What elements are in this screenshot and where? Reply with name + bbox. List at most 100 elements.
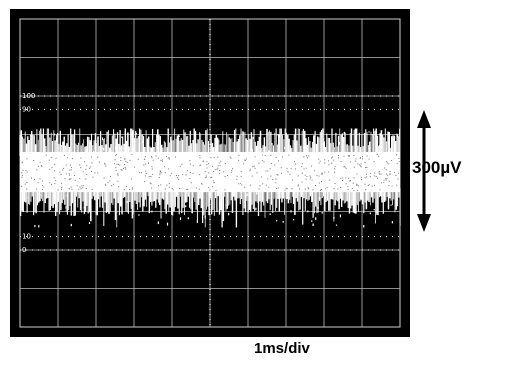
noise-speckle (359, 180, 361, 182)
core-texture-speck (37, 166, 39, 167)
noise-speckle (347, 179, 349, 181)
core-texture-speck (350, 161, 352, 163)
core-texture-speck (270, 154, 272, 156)
core-texture-speck (145, 170, 147, 172)
noise-speckle (55, 205, 57, 207)
core-texture-speck (298, 184, 300, 186)
core-texture-speck (312, 189, 314, 191)
core-texture-speck (112, 183, 114, 185)
core-texture-speck (258, 162, 260, 164)
core-texture-speck (374, 172, 376, 174)
core-texture-speck (160, 172, 162, 174)
core-texture-speck (92, 176, 94, 178)
core-texture-speck (368, 184, 370, 186)
core-texture-speck (187, 188, 189, 190)
core-texture-speck (262, 154, 264, 156)
core-texture-speck (60, 189, 62, 191)
core-texture-speck (297, 175, 299, 177)
core-texture-speck (236, 179, 238, 181)
noise-speckle (311, 220, 313, 222)
core-texture-speck (393, 171, 395, 173)
core-texture-speck (262, 183, 264, 185)
core-texture-speck (232, 168, 234, 170)
noise-speckle (23, 170, 26, 173)
core-texture-speck (91, 170, 92, 172)
core-texture-speck (321, 181, 322, 183)
core-texture-speck (362, 156, 363, 158)
core-texture-speck (395, 175, 397, 177)
core-texture-speck (268, 186, 270, 188)
core-texture-speck (179, 188, 181, 189)
noise-speckle (116, 142, 118, 145)
core-texture-speck (334, 166, 336, 168)
noise-speckle (391, 221, 393, 224)
core-texture-speck (199, 154, 201, 156)
core-texture-speck (249, 170, 251, 172)
percent-marker-label: 0 (22, 246, 26, 254)
core-texture-speck (301, 172, 303, 174)
core-texture-speck (338, 157, 339, 159)
core-texture-speck (301, 166, 303, 167)
core-texture-speck (213, 182, 215, 184)
noise-speckle (241, 164, 243, 166)
noise-speckle (187, 217, 189, 220)
core-texture-speck (365, 189, 367, 191)
core-texture-speck (201, 182, 203, 184)
core-texture-speck (324, 162, 326, 164)
core-texture-speck (254, 167, 256, 169)
core-texture-speck (348, 155, 350, 157)
noise-speckle (264, 164, 266, 167)
core-texture-speck (177, 177, 179, 179)
core-texture-speck (278, 160, 279, 162)
core-texture-speck (59, 171, 61, 173)
core-texture-speck (82, 187, 84, 189)
core-texture-speck (321, 174, 323, 175)
core-texture-speck (26, 182, 28, 183)
core-texture-speck (104, 183, 106, 185)
core-texture-speck (63, 167, 65, 169)
core-texture-speck (57, 189, 59, 191)
core-texture-speck (252, 166, 254, 168)
core-texture-speck (41, 165, 43, 167)
core-texture-speck (374, 184, 375, 186)
signal-noise-trace (19, 128, 401, 228)
core-texture-speck (322, 172, 323, 174)
core-texture-speck (150, 176, 152, 177)
core-texture-speck (152, 173, 153, 175)
noise-speckle (95, 139, 97, 143)
core-texture-speck (383, 179, 385, 181)
noise-speckle (220, 202, 222, 205)
noise-speckle (363, 225, 365, 228)
core-texture-speck (398, 172, 400, 174)
core-texture-speck (267, 178, 269, 180)
core-texture-speck (271, 163, 273, 165)
core-texture-speck (51, 167, 53, 169)
core-texture-speck (131, 187, 133, 189)
core-texture-speck (275, 182, 277, 184)
noise-speckle (207, 180, 209, 183)
core-texture-speck (76, 185, 78, 187)
noise-speckle (177, 136, 179, 139)
noise-speckle (333, 216, 335, 220)
noise-speckle (72, 174, 74, 176)
core-texture-speck (171, 188, 173, 189)
core-texture-speck (26, 171, 28, 173)
noise-speckle (178, 135, 180, 137)
core-texture-speck (276, 174, 278, 176)
core-texture-speck (91, 188, 93, 190)
noise-speckle (53, 133, 55, 136)
core-texture-speck (251, 175, 253, 177)
noise-speckle (121, 136, 123, 138)
core-texture-speck (144, 181, 146, 183)
core-texture-speck (164, 166, 166, 168)
core-texture-speck (364, 161, 366, 163)
core-texture-speck (276, 188, 278, 189)
core-texture-speck (181, 163, 183, 165)
core-texture-speck (176, 175, 177, 177)
core-texture-speck (192, 172, 194, 174)
core-texture-speck (397, 178, 399, 180)
core-texture-speck (84, 161, 86, 163)
time-scale-label: 1ms/div (254, 340, 310, 357)
core-texture-speck (230, 171, 232, 173)
core-texture-speck (105, 165, 107, 167)
